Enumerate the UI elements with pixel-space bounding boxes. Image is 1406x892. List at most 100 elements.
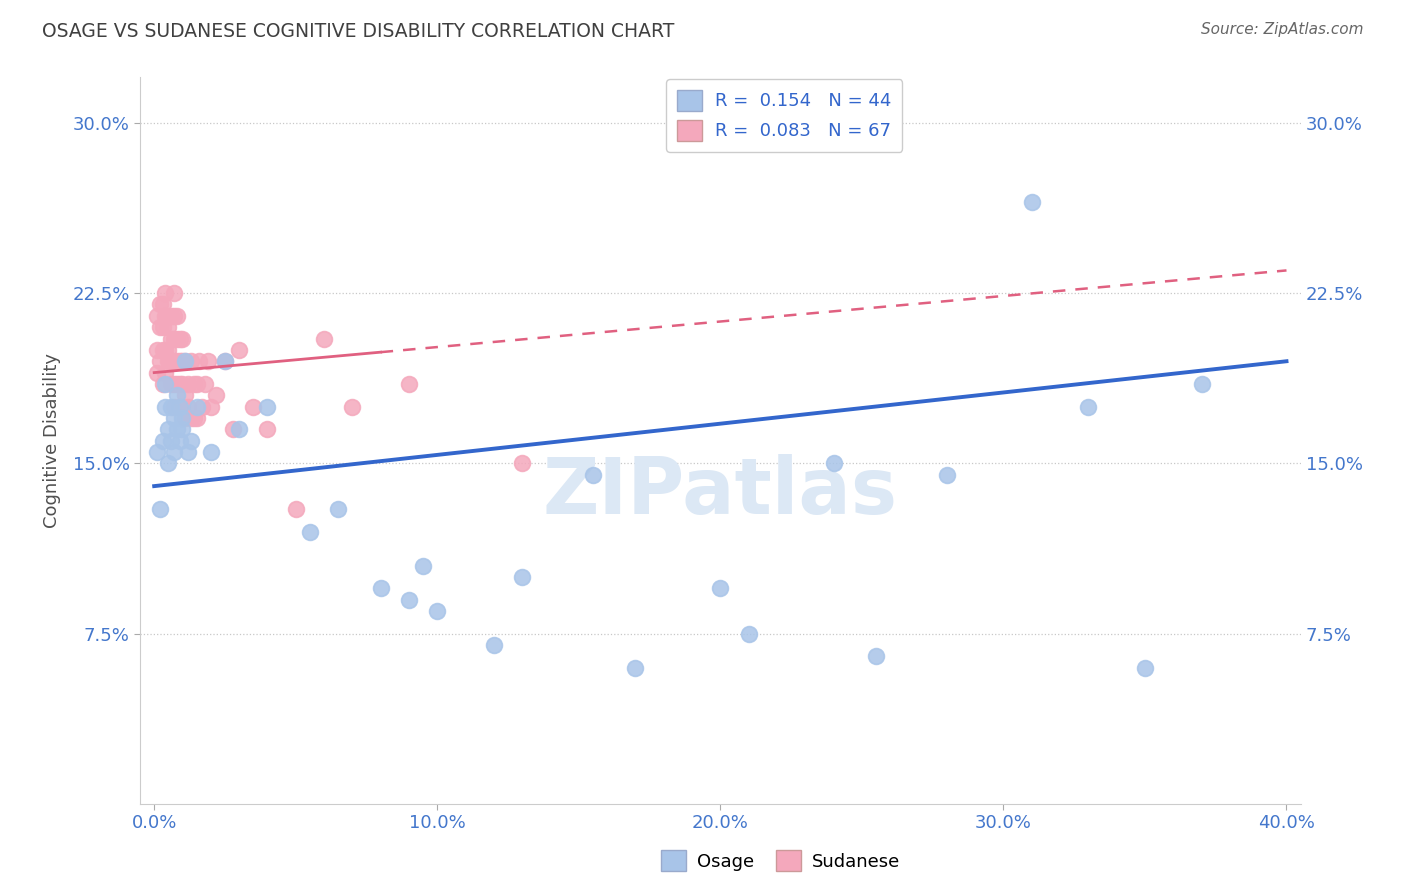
- Point: [169, 332, 191, 346]
- Point: [342, 400, 364, 414]
- Point: [242, 400, 264, 414]
- Point: [149, 501, 172, 516]
- Point: [188, 354, 211, 368]
- Point: [256, 422, 278, 436]
- Point: [169, 376, 191, 391]
- Point: [152, 343, 174, 357]
- Point: [146, 366, 169, 380]
- Point: [172, 411, 194, 425]
- Point: [172, 332, 194, 346]
- Point: [298, 524, 321, 539]
- Point: [163, 332, 186, 346]
- Point: [510, 570, 533, 584]
- Point: [370, 582, 392, 596]
- Point: [157, 343, 180, 357]
- Point: [169, 434, 191, 448]
- Point: [177, 445, 200, 459]
- Point: [186, 400, 208, 414]
- Text: OSAGE VS SUDANESE COGNITIVE DISABILITY CORRELATION CHART: OSAGE VS SUDANESE COGNITIVE DISABILITY C…: [42, 22, 675, 41]
- Point: [180, 411, 202, 425]
- Point: [149, 354, 172, 368]
- Point: [222, 422, 245, 436]
- Point: [737, 626, 759, 640]
- Point: [169, 400, 191, 414]
- Point: [155, 286, 177, 301]
- Point: [166, 354, 188, 368]
- Point: [152, 434, 174, 448]
- Point: [174, 354, 197, 368]
- Point: [160, 332, 183, 346]
- Point: [312, 332, 335, 346]
- Point: [146, 445, 169, 459]
- Point: [172, 354, 194, 368]
- Point: [160, 309, 183, 323]
- Point: [197, 354, 219, 368]
- Legend: R =  0.154   N = 44, R =  0.083   N = 67: R = 0.154 N = 44, R = 0.083 N = 67: [666, 79, 903, 152]
- Point: [157, 309, 180, 323]
- Point: [1021, 195, 1043, 210]
- Point: [1133, 661, 1156, 675]
- Point: [157, 422, 180, 436]
- Point: [624, 661, 647, 675]
- Point: [152, 297, 174, 311]
- Point: [935, 467, 957, 482]
- Point: [177, 400, 200, 414]
- Point: [155, 376, 177, 391]
- Point: [146, 343, 169, 357]
- Point: [160, 400, 183, 414]
- Point: [284, 501, 307, 516]
- Point: [160, 434, 183, 448]
- Point: [166, 376, 188, 391]
- Point: [155, 400, 177, 414]
- Point: [426, 604, 449, 618]
- Point: [169, 354, 191, 368]
- Point: [155, 343, 177, 357]
- Point: [160, 376, 183, 391]
- Point: [186, 411, 208, 425]
- Point: [865, 649, 887, 664]
- Point: [149, 297, 172, 311]
- Point: [191, 400, 214, 414]
- Point: [412, 558, 434, 573]
- Point: [163, 400, 186, 414]
- Point: [172, 400, 194, 414]
- Point: [177, 376, 200, 391]
- Point: [328, 501, 350, 516]
- Point: [186, 376, 208, 391]
- Point: [163, 354, 186, 368]
- Point: [180, 354, 202, 368]
- Legend: Osage, Sudanese: Osage, Sudanese: [654, 843, 907, 879]
- Point: [152, 376, 174, 391]
- Point: [398, 376, 420, 391]
- Point: [398, 592, 420, 607]
- Point: [163, 376, 186, 391]
- Point: [482, 638, 505, 652]
- Point: [163, 286, 186, 301]
- Point: [160, 354, 183, 368]
- Point: [163, 309, 186, 323]
- Point: [163, 445, 186, 459]
- Text: ZIPatlas: ZIPatlas: [543, 453, 898, 530]
- Point: [163, 411, 186, 425]
- Point: [183, 411, 205, 425]
- Point: [200, 445, 222, 459]
- Point: [205, 388, 228, 402]
- Point: [1077, 400, 1099, 414]
- Point: [510, 457, 533, 471]
- Point: [174, 354, 197, 368]
- Point: [169, 400, 191, 414]
- Point: [172, 376, 194, 391]
- Point: [256, 400, 278, 414]
- Point: [155, 366, 177, 380]
- Point: [200, 400, 222, 414]
- Point: [157, 457, 180, 471]
- Point: [1191, 376, 1213, 391]
- Point: [709, 582, 731, 596]
- Point: [183, 376, 205, 391]
- Y-axis label: Cognitive Disability: Cognitive Disability: [44, 353, 60, 528]
- Point: [155, 309, 177, 323]
- Point: [149, 320, 172, 334]
- Point: [166, 388, 188, 402]
- Point: [194, 376, 217, 391]
- Point: [157, 354, 180, 368]
